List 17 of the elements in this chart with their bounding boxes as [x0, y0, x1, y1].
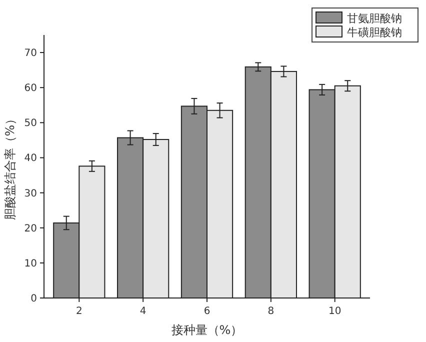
y-tick-label: 10 [24, 258, 37, 270]
y-tick-label: 60 [24, 83, 37, 94]
x-tick-label: 6 [204, 306, 210, 317]
x-tick-label: 4 [140, 306, 146, 317]
y-tick-label: 0 [30, 294, 37, 304]
x-tick-label: 10 [328, 306, 342, 317]
y-tick-label: 30 [24, 188, 37, 200]
x-tick-label: 8 [268, 306, 274, 317]
y-axis-title: 胆酸盐结合率（%） [3, 112, 17, 220]
y-tick-label: 20 [24, 223, 37, 234]
x-tick-label: 2 [76, 306, 82, 317]
x-axis-title: 接种量（%） [171, 323, 243, 337]
legend-label: 甘氨胆酸钠 [347, 12, 402, 25]
legend-label: 牛磺胆酸钠 [347, 26, 402, 39]
y-tick-label: 50 [24, 118, 37, 130]
y-tick-label: 40 [24, 153, 37, 164]
y-tick-label: 70 [24, 48, 37, 60]
